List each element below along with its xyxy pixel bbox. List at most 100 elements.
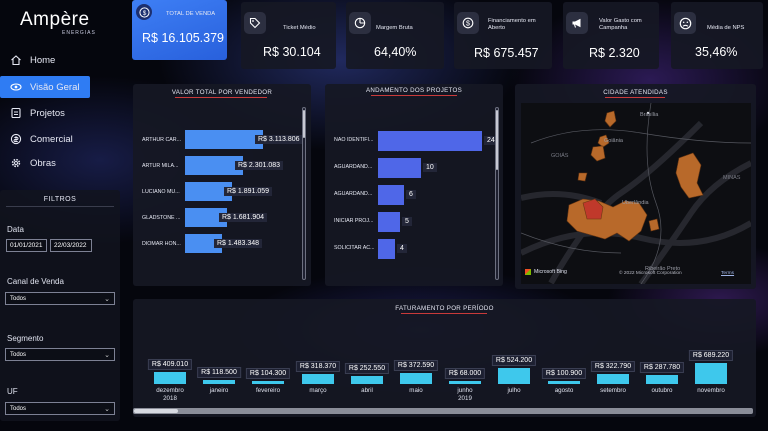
nav-item-comercial[interactable]: Comercial [0, 128, 90, 150]
project-bar [378, 158, 421, 178]
project-value-label: 4 [397, 244, 407, 253]
billing-bar [351, 376, 383, 384]
billing-value-label: R$ 322.790 [590, 361, 636, 372]
sellers-scroll-thumb[interactable] [303, 110, 305, 138]
project-bar [378, 131, 482, 151]
nav-item-visao-geral[interactable]: Visão Geral [0, 76, 90, 98]
nav-label: Visão Geral [30, 81, 80, 93]
billing-bar [548, 381, 580, 384]
billing-scroll-thumb[interactable] [134, 409, 178, 413]
month-name: junho [457, 387, 473, 394]
map-label-minas: MINAS [723, 175, 741, 181]
map-terms-link[interactable]: Terms [721, 271, 735, 276]
map-region [597, 134, 610, 148]
billing-month-label: novembro [697, 387, 725, 395]
billing-value-label: R$ 409.010 [147, 359, 193, 370]
billing-bar [449, 381, 481, 384]
project-bar [378, 239, 395, 259]
billing-bar [646, 375, 678, 384]
canal-select[interactable]: Todos ⌄ [5, 292, 115, 305]
nav-label: Home [30, 54, 56, 66]
bing-logo-icon [525, 269, 531, 275]
seller-value-label: R$ 2.301.083 [235, 161, 284, 170]
canal-select-value: Todos [10, 295, 27, 302]
map-region [577, 172, 588, 182]
project-status-name: AGUARDAND... [334, 164, 373, 170]
kpi-margem-bruta: Margem Bruta 64,40% [346, 2, 444, 69]
month-name: dezembro [156, 387, 184, 394]
projects-panel [325, 84, 503, 286]
seller-value-label: R$ 1.483.348 [214, 239, 263, 248]
billing-value-label: R$ 287.780 [639, 362, 685, 373]
billing-bar [597, 374, 629, 384]
seller-value-label: R$ 3.113.806 [255, 135, 303, 144]
filters-title: FILTROS [43, 196, 77, 203]
seller-bar [185, 234, 222, 253]
kpi-media-nps: Média de NPS 35,46% [671, 2, 763, 69]
dollar-circle-icon: $ [457, 12, 479, 34]
app-logo: Ampère [20, 9, 90, 30]
svg-text:$: $ [142, 9, 146, 16]
month-name: setembro [600, 387, 626, 394]
billing-value-label: R$ 524.200 [491, 355, 537, 366]
sellers-bar-chart: ARTHUR CAR... R$ 3.113.806 ARTUR MILA... R$… [133, 84, 311, 286]
nav-item-projetos[interactable]: Projetos [0, 102, 90, 124]
kpi-value: R$ 16.105.379 [142, 31, 225, 45]
billing-horizontal-scrollbar[interactable] [133, 408, 753, 414]
billing-bar [252, 381, 284, 384]
seller-name: LUCIANO MU... [142, 189, 180, 195]
kpi-financiamento: $ Financiamento em Aberto R$ 675.457 [454, 2, 552, 69]
canal-filter-label: Canal de Venda [7, 277, 64, 286]
bing-attribution: Microsoft Bing [525, 269, 567, 275]
kpi-value: R$ 675.457 [474, 46, 539, 60]
nav-label: Comercial [30, 133, 73, 145]
billing-value-label: R$ 318.370 [295, 361, 341, 372]
billing-month-label: outubro [652, 387, 673, 395]
projects-scroll-thumb[interactable] [496, 110, 498, 170]
sellers-title: VALOR TOTAL POR VENDEDOR [171, 89, 273, 96]
billing-bar [302, 374, 334, 384]
month-name: abril [361, 387, 373, 394]
month-name: novembro [697, 387, 725, 394]
map-label-ribeirao: Ribeirão Preto [645, 266, 680, 272]
billing-bar [498, 368, 530, 384]
projects-scrollbar[interactable] [495, 107, 499, 280]
projects-bar-chart: NÃO IDENTIFI... 24 AGUARDAND... 10 AGUARDAND… [325, 84, 503, 286]
date-end-input[interactable]: 22/03/2022 [50, 239, 92, 252]
billing-bar [154, 372, 186, 384]
nav-item-home[interactable]: Home [0, 49, 90, 71]
commercial-icon [10, 133, 22, 145]
map-label-goiania: Goiânia [604, 138, 624, 144]
map-region [604, 110, 617, 128]
segmento-select[interactable]: Todos ⌄ [5, 348, 115, 361]
map-title-underline [605, 97, 665, 98]
billing-value-label: R$ 689.220 [688, 350, 734, 361]
seller-name: ARTHUR CAR... [142, 137, 182, 143]
dollar-circle-icon: $ [136, 4, 152, 20]
uf-select[interactable]: Todos ⌄ [5, 402, 115, 415]
map-canvas: Brasília Goiânia GOIÁS Uberlândia MINAS … [521, 103, 751, 284]
projects-icon [10, 107, 22, 119]
billing-value-label: R$ 252.550 [344, 363, 390, 374]
sellers-scrollbar[interactable] [302, 107, 306, 280]
cities-map[interactable]: Brasília Goiânia GOIÁS Uberlândia MINAS … [521, 103, 751, 284]
kpi-valor-campanha: Valor Gasto com Campanha R$ 2.320 [563, 2, 659, 69]
tag-icon [244, 12, 266, 34]
filters-panel [0, 190, 120, 421]
billing-month-label: dezembro 2018 [156, 387, 184, 403]
project-bar [378, 212, 400, 232]
seller-name: GLADSTONE ... [142, 215, 181, 221]
billing-month-label: fevereiro [256, 387, 280, 395]
nav-item-obras[interactable]: Obras [0, 152, 90, 174]
svg-text:$: $ [466, 21, 470, 28]
month-name: outubro [651, 387, 673, 394]
project-status-name: INICIAR PROJ... [334, 218, 374, 224]
project-value-label: 10 [423, 163, 437, 172]
nav-label: Projetos [30, 107, 65, 119]
date-start-input[interactable]: 01/01/2021 [6, 239, 47, 252]
projects-title-underline [371, 95, 457, 96]
month-name: janeiro [209, 387, 229, 394]
billing-bar [695, 363, 727, 384]
chevron-down-icon: ⌄ [104, 351, 110, 359]
billing-title: FATURAMENTO POR PERÍODO [395, 305, 494, 312]
